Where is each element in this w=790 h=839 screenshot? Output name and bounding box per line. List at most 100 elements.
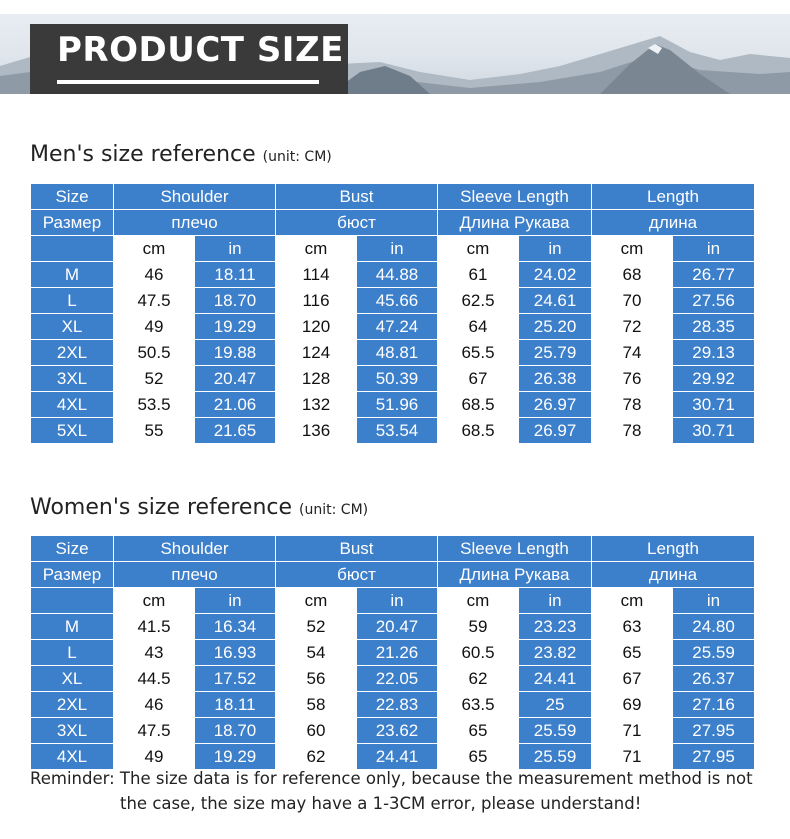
value-cell: 23.82 — [517, 639, 593, 666]
value-cell: 28.35 — [672, 313, 756, 340]
size-cell: M — [30, 613, 114, 640]
men-unit-note: (unit: CM) — [262, 149, 332, 165]
table-row: M 46 18.11 114 44.88 61 24.02 68 26.77 — [30, 261, 756, 288]
value-cell: 61 — [437, 261, 519, 288]
column-header-ru-3: длина — [591, 561, 756, 588]
unit-label: in — [672, 587, 756, 614]
value-cell: 68 — [591, 261, 674, 288]
value-cell: 29.92 — [672, 365, 756, 392]
table-row: 4XL 49 19.29 62 24.41 65 25.59 71 27.95 — [30, 743, 756, 770]
title-underline — [57, 80, 319, 84]
units-row: cm in cm in cm in cm in — [30, 587, 756, 614]
value-cell: 25.59 — [517, 743, 593, 770]
women-heading: Women's size reference — [30, 495, 293, 520]
value-cell: 18.11 — [194, 261, 276, 288]
table-row: XL 49 19.29 120 47.24 64 25.20 72 28.35 — [30, 313, 756, 340]
value-cell: 59 — [437, 613, 519, 640]
value-cell: 16.93 — [194, 639, 276, 666]
value-cell: 19.29 — [194, 313, 276, 340]
value-cell: 21.26 — [356, 639, 438, 666]
value-cell: 23.23 — [517, 613, 593, 640]
value-cell: 53.5 — [113, 391, 195, 418]
value-cell: 52 — [275, 613, 357, 640]
men-heading: Men's size reference — [30, 142, 256, 167]
value-cell: 136 — [275, 417, 357, 444]
column-header-1: Bust — [275, 535, 438, 562]
value-cell: 67 — [591, 665, 674, 692]
value-cell: 19.29 — [194, 743, 276, 770]
column-header-ru-2: Длина Рукава — [436, 209, 593, 236]
column-header-1: Bust — [275, 183, 438, 210]
value-cell: 64 — [437, 313, 519, 340]
value-cell: 65 — [591, 639, 674, 666]
value-cell: 26.37 — [672, 665, 756, 692]
value-cell: 24.02 — [517, 261, 593, 288]
value-cell: 65 — [437, 717, 519, 744]
value-cell: 26.97 — [517, 391, 593, 418]
value-cell: 52 — [113, 365, 195, 392]
reminder-line-1: Reminder: The size data is for reference… — [30, 769, 753, 788]
value-cell: 25.20 — [517, 313, 593, 340]
value-cell: 62 — [437, 665, 519, 692]
value-cell: 68.5 — [437, 417, 519, 444]
value-cell: 63.5 — [437, 691, 519, 718]
value-cell: 114 — [275, 261, 357, 288]
table-row: 5XL 55 21.65 136 53.54 68.5 26.97 78 30.71 — [30, 417, 756, 444]
unit-label: cm — [275, 587, 357, 614]
value-cell: 21.06 — [194, 391, 276, 418]
size-cell: 3XL — [30, 365, 114, 392]
value-cell: 44.5 — [113, 665, 195, 692]
value-cell: 27.95 — [672, 743, 756, 770]
value-cell: 50.39 — [356, 365, 438, 392]
value-cell: 19.88 — [194, 339, 276, 366]
value-cell: 46 — [113, 261, 195, 288]
unit-label: in — [356, 235, 438, 262]
table-row: XL 44.5 17.52 56 22.05 62 24.41 67 26.37 — [30, 665, 756, 692]
units-spacer — [30, 235, 114, 262]
value-cell: 44.88 — [356, 261, 438, 288]
value-cell: 25.79 — [517, 339, 593, 366]
value-cell: 43 — [113, 639, 195, 666]
unit-label: in — [517, 235, 593, 262]
value-cell: 27.95 — [672, 717, 756, 744]
units-spacer — [30, 587, 114, 614]
value-cell: 74 — [591, 339, 674, 366]
value-cell: 78 — [591, 417, 674, 444]
header-row-ru: Размер плечо бюст Длина Рукава длина — [30, 561, 756, 588]
value-cell: 27.56 — [672, 287, 756, 314]
value-cell: 18.70 — [194, 287, 276, 314]
table-row: 3XL 52 20.47 128 50.39 67 26.38 76 29.92 — [30, 365, 756, 392]
value-cell: 76 — [591, 365, 674, 392]
value-cell: 116 — [275, 287, 357, 314]
value-cell: 25 — [517, 691, 593, 718]
unit-label: cm — [591, 235, 674, 262]
value-cell: 47.5 — [113, 287, 195, 314]
unit-label: cm — [113, 587, 195, 614]
size-header: Size — [30, 535, 114, 562]
value-cell: 18.70 — [194, 717, 276, 744]
value-cell: 25.59 — [672, 639, 756, 666]
unit-label: cm — [275, 235, 357, 262]
value-cell: 62 — [275, 743, 357, 770]
unit-label: in — [194, 235, 276, 262]
value-cell: 50.5 — [113, 339, 195, 366]
value-cell: 132 — [275, 391, 357, 418]
banner-title: PRODUCT SIZE — [57, 30, 344, 70]
size-cell: L — [30, 639, 114, 666]
value-cell: 20.47 — [356, 613, 438, 640]
unit-label: in — [194, 587, 276, 614]
column-header-ru-1: бюст — [275, 209, 438, 236]
value-cell: 26.38 — [517, 365, 593, 392]
value-cell: 24.41 — [356, 743, 438, 770]
column-header-ru-3: длина — [591, 209, 756, 236]
table-row: 2XL 50.5 19.88 124 48.81 65.5 25.79 74 29.13 — [30, 339, 756, 366]
column-header-3: Length — [591, 535, 756, 562]
size-header: Size — [30, 183, 114, 210]
value-cell: 58 — [275, 691, 357, 718]
reminder-line-2: the case, the size may have a 1-3CM erro… — [120, 794, 642, 813]
banner: PRODUCT SIZE — [0, 14, 790, 94]
value-cell: 63 — [591, 613, 674, 640]
value-cell: 25.59 — [517, 717, 593, 744]
value-cell: 120 — [275, 313, 357, 340]
unit-label: in — [517, 587, 593, 614]
